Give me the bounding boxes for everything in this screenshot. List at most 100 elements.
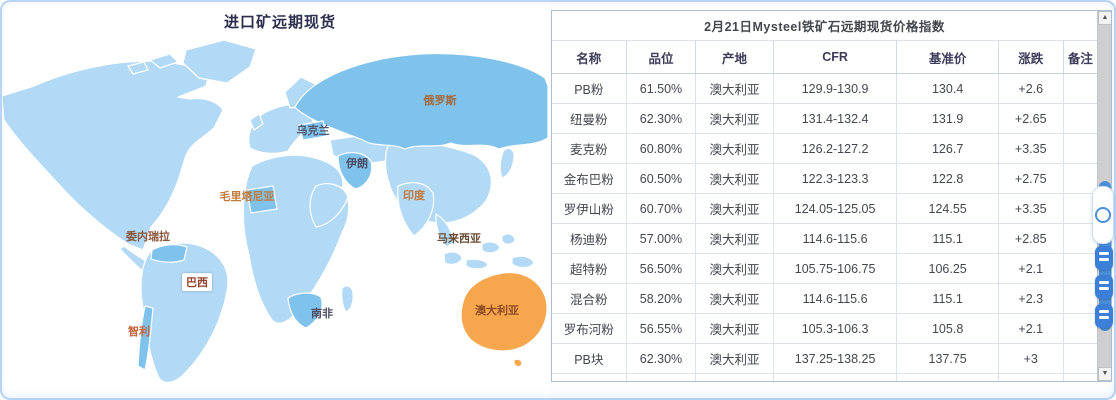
map-label-ukraine: 乌克兰 — [296, 125, 330, 138]
table-cell — [1063, 73, 1097, 104]
table-cell: 麦克粉 — [552, 133, 627, 164]
table-row: 杨迪粉 57.00% 澳大利亚 114.6-115.6 115.1 +2.85 — [552, 223, 1097, 254]
table-cell: 124.05-125.05 — [773, 193, 898, 224]
table-cell — [1063, 373, 1097, 381]
table-cell: 114.6-115.6 — [773, 283, 898, 314]
table-cell: +2.85 — [998, 223, 1064, 254]
table-cell: +3.35 — [998, 133, 1064, 164]
column-header: 品位 — [626, 40, 697, 74]
scrollbar-up-arrow-icon[interactable]: ▲ — [1098, 11, 1111, 25]
table-cell: 61.50% — [626, 73, 697, 104]
floating-widget-stack[interactable] — [1094, 246, 1114, 328]
table-cell: 126.7 — [896, 133, 999, 164]
south-america-shape — [140, 242, 229, 383]
philippines-shape — [501, 233, 516, 245]
table-cell — [1063, 283, 1097, 314]
map-label-mauritania: 毛里塔尼亚 — [219, 191, 275, 204]
table-row: 罗布河粉 56.55% 澳大利亚 105.3-106.3 105.8 +2.1 — [552, 313, 1097, 344]
table-cell: 56.50% — [626, 253, 697, 284]
table-cell: 126.2-127.2 — [773, 133, 898, 164]
feedback-widget-icon[interactable] — [1095, 304, 1113, 328]
mauritania-patch-shape — [246, 185, 278, 214]
table-cell: 63.00% — [626, 373, 697, 381]
table-cell: 62.30% — [626, 103, 697, 134]
table-cell: 超特粉 — [552, 253, 627, 284]
table-cell: 澳大利亚 — [695, 163, 774, 194]
tasmania-shape — [513, 358, 523, 368]
table-cell: 纽曼块 — [552, 373, 627, 381]
table-header-row: 名称 品位 产地 CFR 基准价 涨跌 备注 — [552, 40, 1097, 74]
map-label-malaysia: 马来西亚 — [437, 233, 481, 246]
table-cell: 澳大利亚 — [695, 193, 774, 224]
north-america-shape — [1, 60, 224, 251]
iran-shape — [337, 151, 373, 190]
table-cell: 60.50% — [626, 163, 697, 194]
price-table-area: 2月21日Mysteel铁矿石远期现货价格指数 名称 品位 产地 CFR 基准价 涨跌 备注… — [552, 11, 1097, 381]
table-cell: 金布巴粉 — [552, 163, 627, 194]
table-row: 混合粉 58.20% 澳大利亚 114.6-115.6 115.1 +2.3 — [552, 283, 1097, 314]
table-cell: 122.8 — [896, 163, 999, 194]
table-cell: 137.25-138.25 — [773, 343, 898, 374]
table-cell: 106.25 — [896, 253, 999, 284]
table-cell: 罗布河粉 — [552, 313, 627, 344]
table-cell — [1063, 163, 1097, 194]
uk-shape — [249, 113, 264, 131]
table-cell: 105.8 — [896, 313, 999, 344]
table-cell — [1063, 193, 1097, 224]
table-cell: 澳大利亚 — [695, 373, 774, 381]
table-row: 纽曼粉 62.30% 澳大利亚 131.4-132.4 131.9 +2.65 — [552, 103, 1097, 134]
table-cell: 澳大利亚 — [695, 73, 774, 104]
table-cell: +3 — [998, 373, 1064, 381]
table-cell: 澳大利亚 — [695, 133, 774, 164]
new-guinea-shape — [511, 255, 535, 269]
table-cell: 131.4-132.4 — [773, 103, 898, 134]
table-row: 金布巴粉 60.50% 澳大利亚 122.3-123.3 122.8 +2.75 — [552, 163, 1097, 194]
table-cell — [1063, 343, 1097, 374]
venezuela-patch-shape — [150, 244, 188, 263]
chat-widget-icon[interactable] — [1095, 246, 1113, 270]
table-cell: 57.00% — [626, 223, 697, 254]
widget-ring-icon[interactable] — [1095, 207, 1111, 223]
table-cell: 澳大利亚 — [695, 223, 774, 254]
table-cell: 60.70% — [626, 193, 697, 224]
table-cell: 62.30% — [626, 343, 697, 374]
table-cell: 138.35 — [896, 373, 999, 381]
table-cell: +2.75 — [998, 163, 1064, 194]
table-cell — [1063, 103, 1097, 134]
table-cell: 105.75-106.75 — [773, 253, 898, 284]
column-header: 名称 — [552, 40, 627, 74]
table-cell — [1063, 313, 1097, 344]
table-cell: +2.65 — [998, 103, 1064, 134]
table-cell: 130.4 — [896, 73, 999, 104]
import-ore-map-panel: 进口矿远期现货 俄罗斯 乌克兰 伊朗 印度 毛里塔尼亚 马来西亚 委内瑞拉 巴西 智利 南非 澳大利… — [0, 0, 550, 400]
table-cell: +2.1 — [998, 313, 1064, 344]
table-cell — [1063, 253, 1097, 284]
table-cell: 纽曼粉 — [552, 103, 627, 134]
table-cell: 58.20% — [626, 283, 697, 314]
sumatra-shape — [443, 251, 463, 265]
arabia-shape — [309, 183, 349, 228]
table-cell: +3 — [998, 343, 1064, 374]
table-cell: +2.6 — [998, 73, 1064, 104]
column-header: 基准价 — [896, 40, 999, 74]
scrollbar-down-arrow-icon[interactable]: ▼ — [1098, 367, 1111, 381]
table-row: 麦克粉 60.80% 澳大利亚 126.2-127.2 126.7 +3.35 — [552, 133, 1097, 164]
map-label-iran: 伊朗 — [346, 158, 368, 171]
map-title: 进口矿远期现货 — [223, 14, 336, 31]
world-map — [1, 39, 549, 383]
column-header: 产地 — [695, 40, 774, 74]
arctic-islands-shape — [127, 61, 149, 75]
russia-shape — [294, 52, 549, 150]
table-cell: +2.1 — [998, 253, 1064, 284]
japan-shape — [499, 147, 515, 179]
table-cell: +2.3 — [998, 283, 1064, 314]
table-row: 罗伊山粉 60.70% 澳大利亚 124.05-125.05 124.55 +3.35 — [552, 193, 1097, 224]
table-cell: 60.80% — [626, 133, 697, 164]
map-label-chile: 智利 — [128, 326, 150, 339]
table-row: PB块 62.30% 澳大利亚 137.25-138.25 137.75 +3 — [552, 343, 1097, 374]
price-table-panel: 2月21日Mysteel铁矿石远期现货价格指数 名称 品位 产地 CFR 基准价 涨跌 备注… — [551, 10, 1112, 382]
service-widget-icon[interactable] — [1095, 275, 1113, 299]
floating-widget[interactable] — [1092, 186, 1114, 244]
column-header: 涨跌 — [998, 40, 1064, 74]
